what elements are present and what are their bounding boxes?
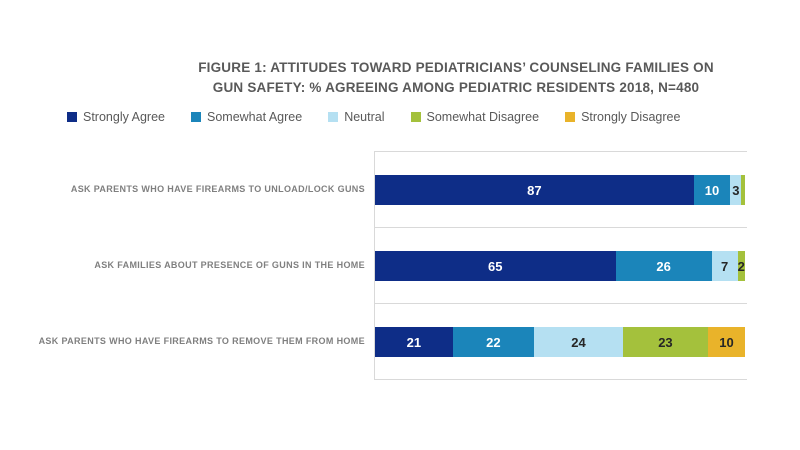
value-label: 24 — [571, 334, 586, 350]
value-label: 10 — [704, 182, 720, 198]
bar-segment: 24 — [534, 327, 623, 357]
bar-segment: 10 — [707, 327, 745, 357]
bar-segment: 10 — [693, 175, 731, 205]
stacked-bar: 87 10 3 — [375, 175, 745, 205]
legend: Strongly Agree Somewhat Agree Neutral Somew… — [67, 110, 680, 124]
category-label: ASK PARENTS WHO HAVE FIREARMS TO UNLOAD/… — [70, 184, 365, 194]
bar-row: 87 10 3 — [375, 152, 747, 228]
legend-swatch — [191, 112, 201, 122]
legend-swatch — [565, 112, 576, 122]
category-label: ASK PARENTS WHO HAVE FIREARMS TO REMOVE … — [38, 336, 365, 346]
bar-segment: 2 — [737, 251, 745, 281]
legend-swatch — [67, 112, 77, 122]
value-label: 65 — [488, 258, 503, 274]
legend-label: Strongly Agree — [83, 110, 165, 124]
legend-label: Neutral — [344, 110, 385, 124]
legend-item: Strongly Agree — [67, 110, 165, 124]
legend-item: Neutral — [328, 110, 385, 124]
value-label: 3 — [732, 182, 740, 198]
figure-title: FIGURE 1: ATTITUDES TOWARD PEDIATRICIANS… — [158, 58, 754, 98]
legend-label: Somewhat Agree — [207, 110, 303, 124]
bar-segment: 3 — [730, 175, 742, 205]
category-label: ASK FAMILIES ABOUT PRESENCE OF GUNS IN T… — [94, 260, 365, 270]
bar-row: 21 22 24 23 10 — [375, 304, 747, 380]
value-label: 7 — [721, 258, 729, 274]
legend-swatch — [410, 112, 421, 122]
bar-segment: 22 — [452, 327, 535, 357]
figure-title-line1: FIGURE 1: ATTITUDES TOWARD PEDIATRICIANS… — [198, 60, 714, 75]
legend-swatch — [328, 112, 339, 122]
bar-segment: 26 — [615, 251, 712, 281]
legend-item: Somewhat Agree — [191, 110, 302, 124]
legend-label: Strongly Disagree — [581, 110, 681, 124]
value-label: 21 — [406, 334, 422, 350]
figure-title-line2: GUN SAFETY: % AGREEING AMONG PEDIATRIC R… — [212, 80, 700, 95]
plot-area: 87 10 3 65 26 7 2 21 22 24 23 10 — [374, 151, 747, 380]
bar-segment: 65 — [375, 251, 616, 281]
value-label: 2 — [737, 258, 745, 274]
legend-item: Strongly Disagree — [565, 110, 680, 124]
stacked-bar: 65 26 7 2 — [375, 251, 745, 281]
legend-item: Somewhat Disagree — [410, 110, 540, 124]
bar-segment: 23 — [622, 327, 708, 357]
value-label: 10 — [719, 334, 734, 350]
stacked-bar: 21 22 24 23 10 — [375, 327, 745, 357]
bar-row: 65 26 7 2 — [375, 228, 747, 304]
bar-segment: 7 — [711, 251, 738, 281]
bar-segment — [741, 175, 745, 205]
value-label: 87 — [527, 182, 542, 198]
bar-segment: 87 — [375, 175, 694, 205]
legend-label: Somewhat Disagree — [426, 110, 540, 124]
bar-segment: 21 — [375, 327, 453, 357]
value-label: 23 — [658, 334, 673, 350]
value-label: 22 — [486, 334, 501, 350]
value-label: 26 — [656, 258, 671, 274]
